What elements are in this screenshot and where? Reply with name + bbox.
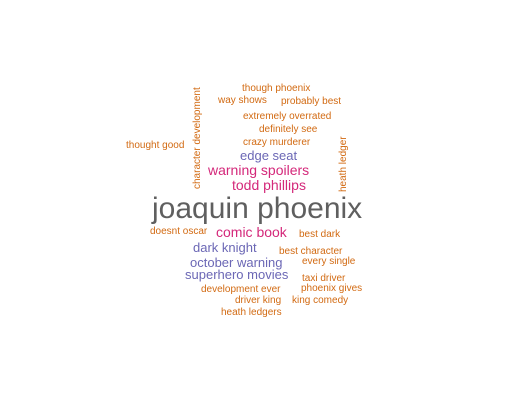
word-comic-book: comic book bbox=[216, 224, 287, 240]
word-crazy-murderer: crazy murderer bbox=[243, 137, 311, 148]
word-edge-seat: edge seat bbox=[240, 148, 298, 163]
word-best-dark: best dark bbox=[299, 229, 341, 240]
word-way-shows: way shows bbox=[218, 95, 267, 106]
word-king-comedy: king comedy bbox=[292, 295, 349, 306]
word-phoenix-gives: phoenix gives bbox=[301, 283, 363, 294]
word-driver-king: driver king bbox=[235, 295, 282, 306]
word-development-ever: development ever bbox=[201, 284, 281, 295]
word-definitely-see: definitely see bbox=[259, 124, 318, 135]
word-october-warning: october warning bbox=[190, 255, 283, 270]
word-heath-ledger: heath ledger bbox=[338, 136, 349, 192]
word-though-phoenix: though phoenix bbox=[242, 83, 311, 94]
word-todd-phillips: todd phillips bbox=[232, 177, 306, 193]
word-dark-knight: dark knight bbox=[193, 240, 257, 255]
word-character-development: character development bbox=[192, 87, 203, 189]
word-joaquin-phoenix: joaquin phoenix bbox=[152, 192, 363, 225]
word-warning-spoilers: warning spoilers bbox=[208, 162, 310, 178]
word-doesnt-oscar: doesnt oscar bbox=[150, 226, 208, 237]
word-superhero-movies: superhero movies bbox=[185, 267, 289, 282]
word-extremely-overrated: extremely overrated bbox=[243, 111, 332, 122]
word-taxi-driver: taxi driver bbox=[302, 273, 346, 284]
word-thought-good: thought good bbox=[126, 140, 185, 151]
word-every-single: every single bbox=[302, 256, 356, 267]
word-probably-best: probably best bbox=[281, 96, 342, 107]
word-heath-ledgers: heath ledgers bbox=[221, 307, 282, 318]
word-best-character: best character bbox=[279, 246, 343, 257]
